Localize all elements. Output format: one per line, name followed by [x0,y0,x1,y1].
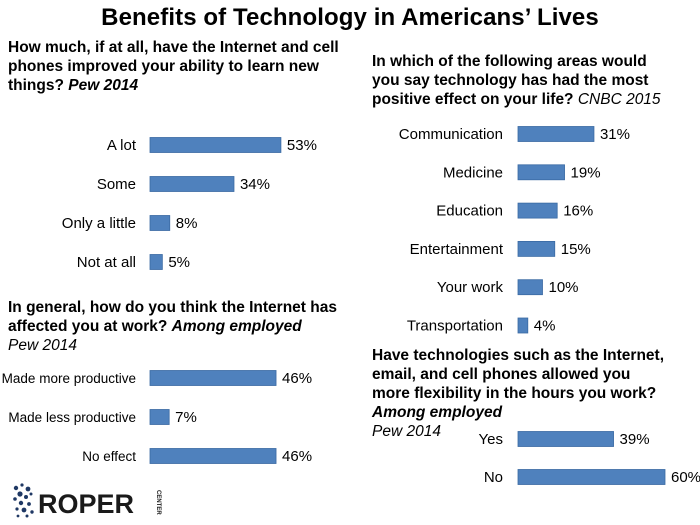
value-label: 5% [168,254,190,271]
category-label: Medicine [443,164,503,181]
flex-qualifier: Among employed [372,404,503,421]
flex-question-text: Have technologies such as the Internet, … [372,347,664,402]
logo-dot [13,497,17,501]
value-label: 46% [282,370,312,387]
logo-dot [18,500,24,506]
bar [517,240,556,257]
logo-dot [16,514,20,518]
bar [517,202,558,219]
bar [517,164,565,181]
logo-dot [24,495,28,499]
bar [517,431,614,447]
flex-chart: Yes 39% No 60% [479,431,700,486]
bar [149,176,235,192]
bar [149,254,163,270]
category-label: A lot [107,137,137,154]
value-label: 60% [671,469,700,486]
value-label: 7% [175,409,197,426]
logo-dot [25,486,31,492]
bar [149,137,282,153]
learn-source: Pew 2014 [68,77,139,94]
logo-dots-icon [13,483,34,518]
logo-dot [21,507,27,513]
value-label: 39% [620,431,650,448]
logo-dot [17,491,23,497]
category-label: Your work [437,279,504,296]
category-label: Entertainment [410,241,504,258]
areas-question: In which of the following areas would yo… [372,52,672,109]
bar [517,469,666,485]
learn-chart: A lot 53% Some 34% Only a little 8% Not at all… [62,137,317,271]
logo-dot [29,492,33,496]
value-label: 8% [176,215,198,232]
bar [149,448,277,464]
logo-dot [27,502,31,506]
category-label: Communication [399,126,503,143]
bar [149,215,171,231]
bar [517,279,543,296]
learn-question: How much, if at all, have the Internet a… [8,38,353,95]
page-title: Benefits of Technology in Americans’ Liv… [101,4,599,31]
areas-chart: Communication 31% Medicine 19% Education 16% E… [399,126,630,335]
logo-dot [25,514,29,518]
flex-source: Pew 2014 [372,423,441,440]
logo-dot [20,483,24,487]
bar [517,126,595,142]
work-question: In general, how do you think the Interne… [8,298,353,355]
category-label: No effect [82,449,136,464]
value-label: 10% [549,279,579,296]
areas-question-text: In which of the following areas would yo… [372,53,649,108]
category-label: Made more productive [2,371,136,386]
work-source: Pew 2014 [8,337,77,354]
learn-question-text: How much, if at all, have the Internet a… [8,39,339,94]
category-label: Transportation [407,318,503,335]
category-label: Education [436,203,503,220]
category-label: No [484,469,503,486]
areas-source: CNBC 2015 [577,91,661,108]
category-label: Not at all [77,254,136,271]
logo-dot [30,510,34,514]
roper-center-logo: ROPER CENTER [13,483,161,519]
category-label: Some [97,176,136,193]
bar [149,409,170,425]
flex-question: Have technologies such as the Internet, … [372,346,672,441]
bar [149,370,277,386]
category-label: Made less productive [8,410,136,425]
work-qualifier: Among employed [171,318,302,335]
logo-dot [15,507,19,511]
logo-dot [13,485,19,491]
value-label: 4% [534,318,556,335]
work-chart: Made more productive 46% Made less product… [2,370,312,465]
value-label: 31% [600,126,630,143]
value-label: 15% [561,241,591,258]
value-label: 16% [563,203,593,220]
value-label: 19% [571,164,601,181]
category-label: Yes [479,431,503,448]
logo-wordmark: ROPER [38,489,134,519]
value-label: 53% [287,137,317,154]
work-question-text: In general, how do you think the Interne… [8,299,337,335]
logo-subtext: CENTER [155,490,161,515]
value-label: 34% [240,176,270,193]
value-label: 46% [282,448,312,465]
category-label: Only a little [62,215,136,232]
bar [517,317,529,334]
